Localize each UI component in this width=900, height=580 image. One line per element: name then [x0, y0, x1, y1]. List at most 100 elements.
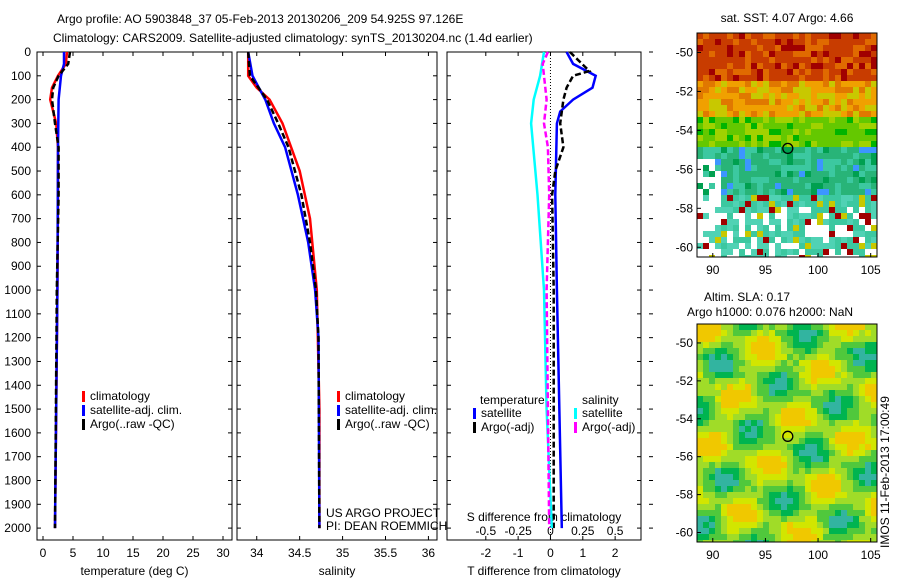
map-cell [823, 153, 829, 159]
map-cell [823, 75, 829, 81]
map-cell [787, 510, 793, 516]
map-cell [835, 534, 841, 540]
map-cell [715, 69, 721, 75]
series-line-t-satellite [554, 51, 598, 529]
map-cell [811, 81, 817, 87]
map-cell [703, 153, 709, 159]
map-cell [697, 540, 703, 542]
map-cell [733, 93, 739, 99]
map-cell [775, 498, 781, 504]
map-cell [751, 474, 757, 480]
map-cell [745, 117, 751, 123]
map-cell [835, 189, 841, 195]
map-cell [817, 141, 823, 147]
map-cell [811, 207, 817, 213]
map-cell [829, 75, 835, 81]
map-cell [841, 336, 847, 342]
map-cell [775, 153, 781, 159]
map-cell [769, 123, 775, 129]
map-cell [829, 147, 835, 153]
map-cell [745, 201, 751, 207]
map-cell [733, 330, 739, 336]
map-cell [745, 498, 751, 504]
map-cell [769, 57, 775, 63]
map-cell [871, 207, 877, 213]
y-tick-label: 1700 [4, 450, 31, 464]
map-cell [697, 324, 703, 330]
map-cell [829, 348, 835, 354]
map-cell [733, 426, 739, 432]
map-cell [751, 456, 757, 462]
map-cell [871, 330, 877, 336]
map-cell [817, 69, 823, 75]
map-cell [793, 225, 799, 231]
map-cell [733, 534, 739, 540]
map-cell [781, 81, 787, 87]
map-cell [733, 69, 739, 75]
map-cell [835, 432, 841, 438]
map-cell [721, 456, 727, 462]
map-cell [811, 438, 817, 444]
map-cell [805, 39, 811, 45]
map-cell [721, 135, 727, 141]
map-cell [757, 255, 763, 257]
map-cell [859, 486, 865, 492]
map-cell [775, 336, 781, 342]
map-cell [703, 462, 709, 468]
map-cell [733, 480, 739, 486]
map-cell [865, 135, 871, 141]
map-cell [715, 510, 721, 516]
map-cell [865, 402, 871, 408]
map-cell [775, 396, 781, 402]
map-cell [709, 462, 715, 468]
map-cell [787, 195, 793, 201]
map-cell [775, 330, 781, 336]
map-cell [781, 99, 787, 105]
map-cell [859, 492, 865, 498]
map-cell [745, 213, 751, 219]
y-tick-label: 200 [11, 93, 31, 107]
map-cell [817, 99, 823, 105]
map-cell [709, 372, 715, 378]
map-cell [847, 141, 853, 147]
map-cell [853, 384, 859, 390]
map-cell [835, 243, 841, 249]
x-tick-label: 25 [186, 546, 200, 560]
map-cell [871, 474, 877, 480]
map-cell [865, 516, 871, 522]
map-cell [823, 93, 829, 99]
map-cell [865, 432, 871, 438]
map-cell [799, 111, 805, 117]
map-cell [829, 243, 835, 249]
map-cell [811, 195, 817, 201]
map-cell [871, 390, 877, 396]
side-label: IMOS 11-Feb-2013 17:00:49 [878, 396, 892, 548]
map-cell [751, 438, 757, 444]
x-tick-label: 15 [126, 546, 140, 560]
map-cell [757, 195, 763, 201]
map-cell [805, 510, 811, 516]
map-cell [733, 207, 739, 213]
map-cell [811, 243, 817, 249]
map-cell [697, 213, 703, 219]
map-cell [793, 372, 799, 378]
map-cell [757, 57, 763, 63]
map-cell [709, 141, 715, 147]
map-cell [841, 57, 847, 63]
map-cell [703, 165, 709, 171]
map-cell [865, 33, 871, 39]
map-cell [763, 81, 769, 87]
map-cell [817, 540, 823, 542]
map-cell [739, 195, 745, 201]
map-cell [721, 117, 727, 123]
map-cell [697, 474, 703, 480]
map-cell [721, 480, 727, 486]
map-cell [805, 243, 811, 249]
title-line-1: Argo profile: AO 5903848_37 05-Feb-2013 … [57, 12, 463, 26]
map-cell [829, 522, 835, 528]
map-cell [841, 360, 847, 366]
map-cell [703, 330, 709, 336]
map-cell [787, 468, 793, 474]
map-cell [745, 528, 751, 534]
map-cell [763, 57, 769, 63]
